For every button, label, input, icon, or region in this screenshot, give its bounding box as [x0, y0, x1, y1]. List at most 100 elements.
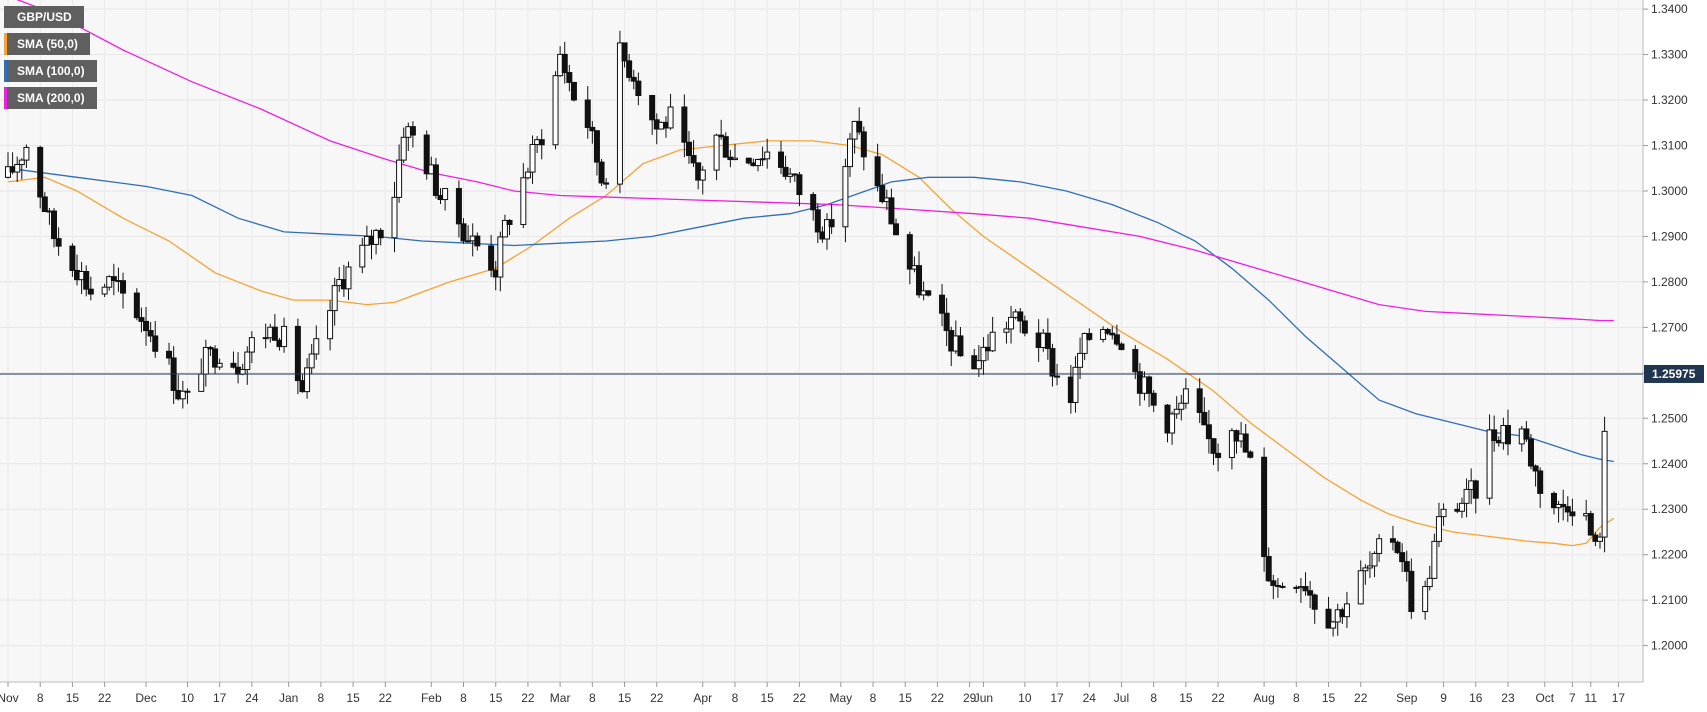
candle-body-178 — [1146, 376, 1153, 394]
grid — [0, 0, 1643, 682]
x-tick-label-2: 15 — [66, 691, 80, 705]
candle-body-206 — [1330, 621, 1337, 629]
candle-body-244 — [1569, 511, 1576, 517]
candle-body-140 — [906, 234, 913, 270]
candle-body-59 — [377, 229, 384, 239]
candle-body-190 — [1228, 430, 1235, 459]
x-tick-label-19: 22 — [650, 691, 664, 705]
candle-body-223 — [1435, 516, 1442, 542]
x-tick-label-35: 15 — [1179, 691, 1193, 705]
candle-body-129 — [828, 219, 835, 228]
candle-body-25 — [166, 350, 173, 359]
candle-body-218 — [1403, 561, 1410, 572]
legend-sma50[interactable]: SMA (50,0) — [4, 33, 90, 55]
candle-body-8 — [51, 210, 58, 240]
candle-body-240 — [1550, 492, 1557, 509]
candle-body-21 — [138, 317, 145, 322]
candle-body-138 — [888, 197, 895, 225]
candle-body-93 — [598, 161, 605, 184]
candle-body-155 — [1003, 328, 1010, 333]
y-tick-label-8: 1.2800 — [1651, 275, 1688, 289]
candle-body-243 — [1564, 506, 1571, 513]
plot-background — [0, 0, 1643, 682]
candle-body-168 — [1081, 333, 1088, 354]
x-tick-label-41: Sep — [1396, 691, 1418, 705]
candle-body-163 — [1049, 348, 1056, 377]
candle-body-54 — [345, 266, 352, 290]
candle-body-236 — [1523, 428, 1530, 440]
x-tick-label-10: 15 — [346, 691, 360, 705]
candle-body-74 — [474, 235, 481, 247]
current-price-tag-bg — [1644, 364, 1704, 383]
candle-body-136 — [879, 185, 886, 203]
candle-body-215 — [1389, 538, 1396, 543]
candle-body-69 — [442, 188, 449, 201]
candle-body-62 — [400, 136, 407, 161]
x-tick-label-1: 8 — [37, 691, 44, 705]
candle-body-185 — [1196, 388, 1203, 413]
candle-body-88 — [566, 72, 573, 83]
x-tick-label-12: Feb — [421, 691, 442, 705]
candle-body-75 — [488, 245, 495, 271]
y-tick-label-7: 1.2700 — [1651, 320, 1688, 334]
x-tick-label-9: 8 — [318, 691, 325, 705]
candle-body-230 — [1486, 429, 1493, 499]
candle-body-214 — [1376, 538, 1383, 554]
candle-body-94 — [603, 182, 610, 185]
x-tick-label-28: 29 — [963, 691, 977, 705]
y-tick-label-5: 1.2500 — [1651, 411, 1688, 425]
candle-body-212 — [1366, 565, 1373, 569]
x-tick-label-8: Jan — [279, 691, 298, 705]
candle-body-98 — [630, 76, 637, 82]
current-price-value: 1.25975 — [1652, 367, 1696, 381]
legend-sma200[interactable]: SMA (200,0) — [4, 87, 97, 109]
candle-body-92 — [593, 130, 600, 163]
candle-body-24 — [152, 335, 159, 352]
candle-body-10 — [69, 245, 76, 271]
candle-body-234 — [1504, 424, 1511, 445]
x-tick-label-36: 22 — [1211, 691, 1225, 705]
candle-body-139 — [893, 223, 900, 236]
sma100-line — [7, 167, 1614, 463]
candle-body-125 — [810, 194, 817, 211]
candle-body-20 — [133, 292, 140, 319]
x-tick-label-24: May — [829, 691, 852, 705]
x-tick-label-29: Jun — [974, 691, 993, 705]
candle-body-152 — [980, 346, 987, 362]
symbol-label: GBP/USD — [17, 10, 72, 24]
candle-body-28 — [179, 390, 186, 400]
candle-body-44 — [281, 325, 288, 348]
candle-body-96 — [621, 42, 628, 62]
candle-body-182 — [1173, 408, 1180, 415]
candle-body-30 — [198, 373, 205, 392]
candle-body-156 — [1008, 316, 1015, 330]
y-tick-label-4: 1.2400 — [1651, 457, 1688, 471]
x-tick-label-16: Mar — [550, 691, 571, 705]
candle-body-104 — [667, 106, 674, 129]
candle-body-131 — [847, 138, 854, 168]
candle-body-82 — [529, 143, 536, 173]
candle-body-3 — [18, 159, 25, 166]
candle-body-248 — [1596, 536, 1603, 542]
candle-body-222 — [1431, 540, 1438, 579]
candle-body-213 — [1371, 552, 1378, 567]
candle-body-79 — [506, 219, 513, 225]
y-tick-label-11: 1.3100 — [1651, 138, 1688, 152]
candle-body-169 — [1086, 333, 1093, 340]
sma200-label: SMA (200,0) — [17, 91, 85, 105]
legend-symbol[interactable]: GBP/USD — [4, 6, 84, 28]
candle-body-13 — [83, 271, 90, 290]
candle-body-195 — [1261, 456, 1268, 558]
candle-body-80 — [520, 177, 527, 225]
legend-sma100[interactable]: SMA (100,0) — [4, 60, 97, 82]
candle-body-172 — [1109, 332, 1116, 336]
candle-body-97 — [626, 60, 633, 78]
candle-body-174 — [1118, 343, 1125, 351]
candle-body-67 — [432, 164, 439, 196]
x-tick-label-26: 15 — [899, 691, 913, 705]
y-tick-label-2: 1.2200 — [1651, 548, 1688, 562]
x-tick-label-18: 15 — [618, 691, 632, 705]
candle-body-210 — [1357, 570, 1364, 605]
candle-body-249 — [1601, 430, 1608, 538]
